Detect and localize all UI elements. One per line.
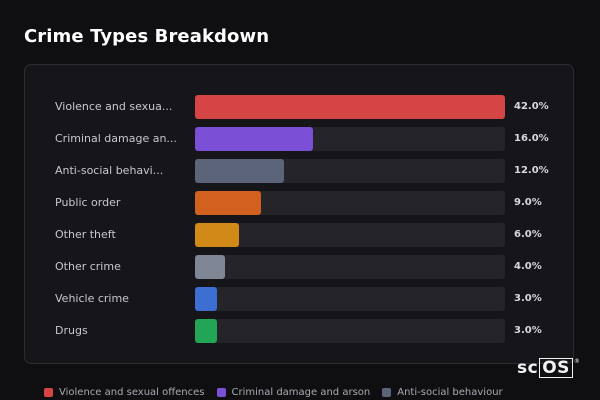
bar[interactable] bbox=[195, 191, 262, 215]
scos-logo: sc OS ® bbox=[517, 358, 581, 378]
legend-item[interactable]: Criminal damage and arson bbox=[216, 387, 371, 398]
bar-value-label: 4.0% bbox=[514, 261, 542, 272]
legend-label: Anti-social behaviour bbox=[397, 387, 503, 398]
bar-track bbox=[195, 287, 505, 311]
bar-value-label: 3.0% bbox=[514, 325, 542, 336]
chart-legend: Violence and sexual offences Criminal dam… bbox=[44, 387, 503, 398]
bar[interactable] bbox=[195, 95, 505, 119]
bar[interactable] bbox=[195, 287, 218, 311]
legend-swatch bbox=[382, 388, 392, 397]
bar-label: Criminal damage an... bbox=[55, 132, 177, 145]
legend-label: Violence and sexual offences bbox=[59, 387, 205, 398]
legend-item[interactable]: Anti-social behaviour bbox=[382, 387, 503, 398]
chart-title: Crime Types Breakdown bbox=[24, 26, 270, 47]
bar-value-label: 16.0% bbox=[514, 133, 549, 144]
bar[interactable] bbox=[195, 255, 225, 279]
bar-value-label: 12.0% bbox=[514, 165, 549, 176]
bar-track bbox=[195, 95, 505, 119]
bar-label: Other theft bbox=[55, 228, 116, 241]
bar-label: Anti-social behavi... bbox=[55, 164, 164, 177]
bar-value-label: 9.0% bbox=[514, 197, 542, 208]
legend-swatch bbox=[44, 388, 53, 397]
bar-track bbox=[195, 223, 505, 247]
legend-label: Criminal damage and arson bbox=[231, 387, 371, 398]
bar-value-label: 6.0% bbox=[514, 229, 542, 240]
legend-item[interactable]: Violence and sexual offences bbox=[44, 387, 205, 398]
bar[interactable] bbox=[195, 159, 284, 183]
chart-card: Violence and sexua... 42.0% Criminal damag… bbox=[24, 64, 574, 364]
bar-track bbox=[195, 255, 505, 279]
bar-label: Other crime bbox=[55, 260, 121, 273]
bar-track bbox=[195, 319, 505, 343]
bar-track bbox=[195, 159, 505, 183]
bar-track bbox=[195, 127, 505, 151]
bar-label: Violence and sexua... bbox=[55, 100, 173, 113]
bar[interactable] bbox=[195, 319, 218, 343]
bar[interactable] bbox=[195, 223, 240, 247]
bar-track bbox=[195, 191, 505, 215]
legend-swatch bbox=[216, 388, 226, 397]
bar[interactable] bbox=[195, 127, 314, 151]
bar-label: Public order bbox=[55, 196, 121, 209]
bar-label: Vehicle crime bbox=[55, 292, 129, 305]
bar-value-label: 3.0% bbox=[514, 293, 542, 304]
bar-value-label: 42.0% bbox=[514, 101, 549, 112]
bar-label: Drugs bbox=[55, 324, 88, 337]
